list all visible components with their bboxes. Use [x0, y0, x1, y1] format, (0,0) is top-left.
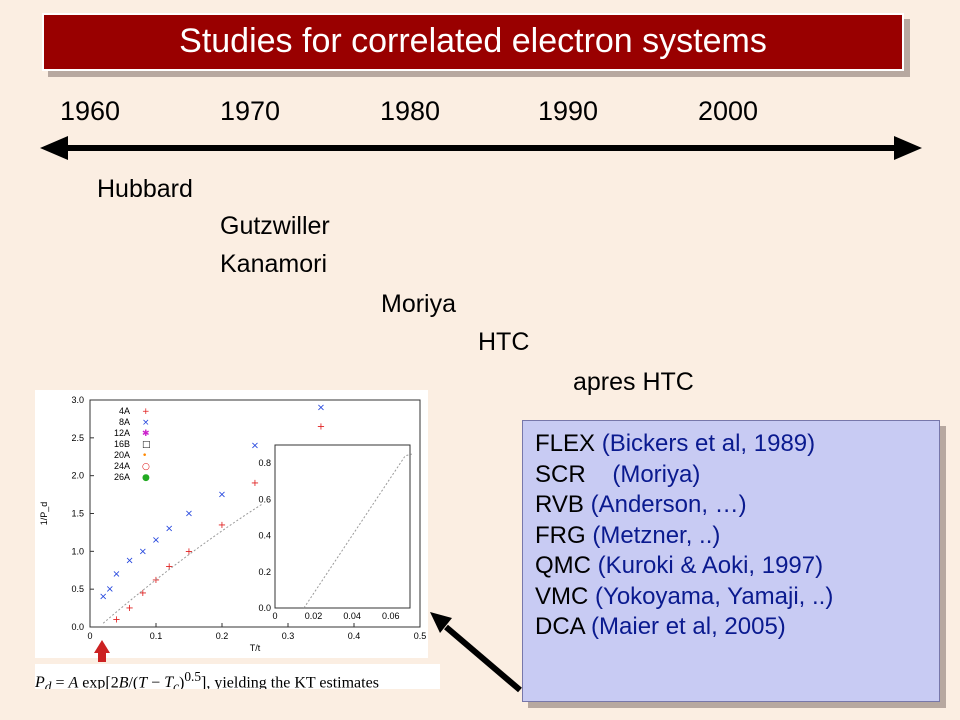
- event-apres-htc: apres HTC: [573, 368, 694, 396]
- x-tick-label: 0: [87, 631, 92, 641]
- legend-label: 26A: [114, 472, 130, 482]
- x-tick-label: 0.1: [150, 631, 163, 641]
- data-point: ×: [112, 569, 120, 580]
- inset-y-tick: 0.8: [258, 458, 271, 468]
- event-gutzwiller: Gutzwiller: [220, 212, 330, 240]
- fit-curve: [102, 504, 262, 624]
- event-moriya: Moriya: [381, 290, 457, 318]
- year-label: 1960: [60, 96, 121, 126]
- y-axis-label: 1/P_d: [39, 502, 49, 526]
- x-tick-label: 0.4: [348, 631, 361, 641]
- inset-y-tick: 0.2: [258, 567, 271, 577]
- methods-box: FLEX (Bickers et al, 1989) SCR (Moriya) …: [522, 420, 940, 702]
- legend-marker: ✱: [142, 429, 150, 439]
- x-tick-label: 0.2: [216, 631, 229, 641]
- legend-label: 8A: [119, 417, 130, 427]
- method-row: DCA (Maier et al, 2005): [535, 613, 786, 640]
- caption-tail: yielding the KT estimates: [214, 674, 379, 689]
- method-row: VMC (Yokoyama, Yamaji, ..): [535, 582, 834, 610]
- legend-marker: •: [142, 451, 147, 461]
- x-tick-label: 0.3: [282, 631, 295, 641]
- inset-x-tick: 0: [272, 611, 277, 621]
- data-point: +: [317, 421, 325, 432]
- inset-x-tick: 0.06: [382, 611, 400, 621]
- data-point: ×: [125, 555, 133, 566]
- data-point: +: [112, 614, 120, 625]
- data-point: +: [218, 520, 226, 531]
- event-kanamori: Kanamori: [220, 250, 327, 278]
- data-point: +: [185, 546, 193, 557]
- legend-marker: ●: [142, 473, 150, 483]
- data-point: +: [139, 588, 147, 599]
- x-tick-label: 0.5: [414, 631, 427, 641]
- data-point: +: [152, 575, 160, 586]
- legend-label: 20A: [114, 450, 130, 460]
- method-pointer-arrowhead: [430, 612, 452, 633]
- inset-x-tick: 0.02: [305, 611, 323, 621]
- method-row: SCR (Moriya): [535, 460, 701, 488]
- slide-title: Studies for correlated electron systems: [42, 13, 904, 71]
- timeline-arrow: [40, 136, 922, 160]
- legend-label: 4A: [119, 406, 130, 416]
- event-htc: HTC: [478, 328, 530, 356]
- legend-marker: ○: [142, 462, 150, 472]
- data-point: ×: [139, 546, 147, 557]
- year-label: 1970: [220, 96, 281, 126]
- method-row: FLEX (Bickers et al, 1989): [535, 430, 816, 457]
- data-point: ×: [106, 584, 114, 595]
- year-label: 2000: [698, 96, 759, 126]
- y-tick-label: 3.0: [71, 395, 84, 405]
- y-tick-label: 1.0: [71, 546, 84, 556]
- method-row: FRG (Metzner, ..): [535, 521, 721, 549]
- data-point: +: [125, 603, 133, 614]
- x-axis-label: T/t: [250, 643, 261, 653]
- legend-label: 16B: [114, 439, 130, 449]
- y-tick-label: 0.0: [71, 622, 84, 632]
- inset-y-tick: 0.6: [258, 494, 271, 504]
- legend-label: 12A: [114, 428, 130, 438]
- method-row: RVB (Anderson, …): [535, 491, 747, 518]
- event-hubbard: Hubbard: [97, 175, 193, 203]
- legend-marker: □: [142, 440, 151, 450]
- inset-y-tick: 0.4: [258, 531, 271, 541]
- data-point: +: [251, 478, 259, 489]
- y-tick-label: 0.5: [71, 584, 84, 594]
- y-tick-label: 2.5: [71, 433, 84, 443]
- data-point: ×: [99, 592, 107, 603]
- correlation-plot: 0.0 0.5 1.0 1.5 2.0 2.5 3.0 0 0.1 0.2 0.3 0.4 0.5 T/t…: [35, 390, 428, 658]
- inset-y-tick: 0.0: [258, 603, 271, 613]
- figure-caption: Pd = A exp[2B/(T − Tc)0.5], yielding the…: [35, 664, 440, 689]
- plot-svg: 0.0 0.5 1.0 1.5 2.0 2.5 3.0 0 0.1 0.2 0.3 0.4 0.5 T/t…: [39, 395, 427, 653]
- year-label: 1980: [380, 96, 441, 126]
- data-point: ×: [317, 403, 325, 414]
- year-label: 1990: [538, 96, 599, 126]
- legend-marker: +: [142, 407, 150, 417]
- inset-x-tick: 0.04: [343, 611, 361, 621]
- data-point: ×: [185, 509, 193, 520]
- data-point: ×: [218, 490, 226, 501]
- data-point: ×: [165, 524, 173, 535]
- y-tick-label: 2.0: [71, 471, 84, 481]
- data-point: ×: [251, 440, 259, 451]
- legend-label: 24A: [114, 461, 130, 471]
- inset-fit-curve: [303, 453, 413, 609]
- legend-marker: ×: [142, 418, 150, 428]
- method-pointer-arrow: [444, 624, 522, 693]
- y-tick-label: 1.5: [71, 509, 84, 519]
- data-point: ×: [152, 535, 160, 546]
- data-point: +: [165, 561, 173, 572]
- method-row: QMC (Kuroki & Aoki, 1997): [535, 552, 824, 579]
- inset-frame: [274, 444, 411, 609]
